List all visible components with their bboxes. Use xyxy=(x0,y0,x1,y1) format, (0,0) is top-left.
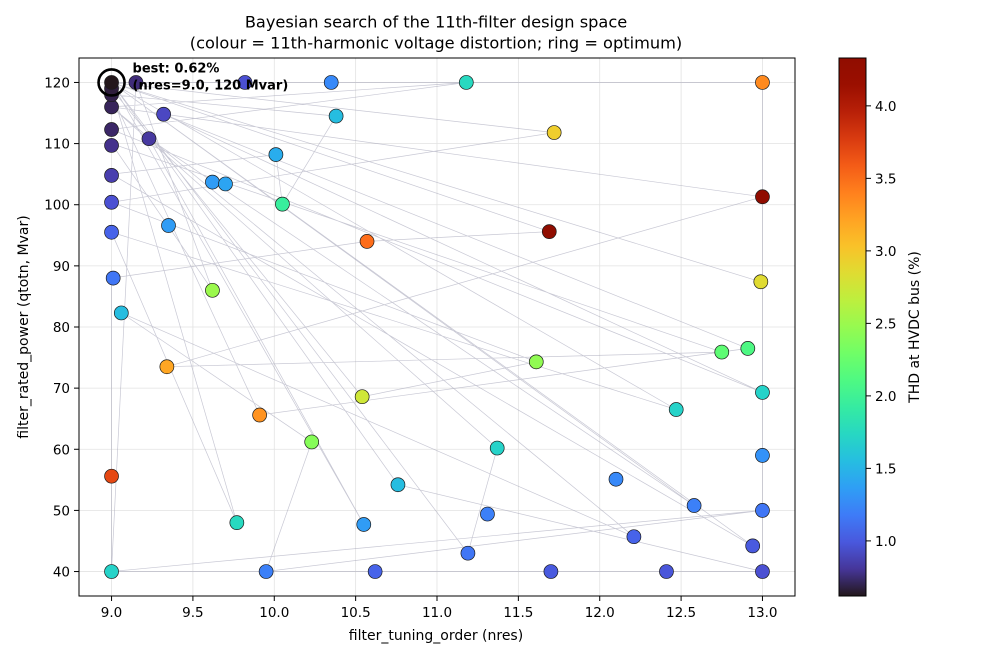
data-point xyxy=(546,125,562,140)
data-point xyxy=(159,359,175,375)
x-tick-label: 10.0 xyxy=(259,605,289,621)
y-tick-label: 80 xyxy=(53,320,70,336)
y-axis-label: filter_rated_power (qtotn, Mvar) xyxy=(16,215,32,438)
data-point xyxy=(104,194,119,210)
data-point xyxy=(390,477,406,493)
data-point xyxy=(304,434,320,450)
data-point xyxy=(755,448,770,463)
data-point xyxy=(367,564,383,579)
data-point xyxy=(252,407,267,423)
data-point xyxy=(608,471,624,487)
data-point xyxy=(218,176,233,192)
x-tick-label: 10.5 xyxy=(341,605,371,621)
data-points xyxy=(104,75,770,579)
colorbar-tick-label: 2.5 xyxy=(875,316,896,332)
data-point xyxy=(489,440,505,456)
colorbar-gradient xyxy=(838,57,867,597)
best-marker: best: 0.62% (nres=9.0, 120 Mvar) xyxy=(97,61,289,97)
data-point xyxy=(359,234,375,249)
data-point xyxy=(745,538,761,554)
colorbar-label: THD at HVDC bus (%) xyxy=(907,251,923,404)
data-point xyxy=(626,529,642,545)
best-annotation-line1: best: 0.62% xyxy=(133,61,220,76)
data-point xyxy=(105,270,121,286)
colorbar-tick-label: 1.5 xyxy=(875,461,896,477)
data-point xyxy=(328,108,344,124)
y-tick-label: 110 xyxy=(44,137,70,153)
data-point xyxy=(161,218,176,233)
data-point xyxy=(141,131,157,147)
colorbar-tick-label: 2.0 xyxy=(875,389,896,405)
y-tick-label: 90 xyxy=(53,259,70,275)
data-point xyxy=(104,168,119,183)
plot-area: best: 0.62% (nres=9.0, 120 Mvar) 9.0 9.5 1… xyxy=(44,57,796,621)
data-point xyxy=(755,564,770,579)
x-tick-label: 13.0 xyxy=(747,605,777,621)
data-point xyxy=(740,341,756,356)
data-point xyxy=(755,385,770,400)
data-point xyxy=(460,545,476,561)
y-tick-label: 70 xyxy=(53,381,70,397)
x-tick-label: 12.5 xyxy=(666,605,696,621)
x-axis-label: filter_tuning_order (nres) xyxy=(349,628,523,644)
data-point xyxy=(104,75,119,90)
data-point xyxy=(258,564,274,579)
data-point xyxy=(755,189,770,205)
data-point xyxy=(354,389,370,405)
data-point xyxy=(275,196,290,212)
data-point xyxy=(104,564,119,579)
colorbar-tick-label: 3.0 xyxy=(875,244,896,260)
y-tick-label: 50 xyxy=(53,503,70,519)
data-point xyxy=(480,506,495,522)
x-axis-ticks: 9.0 9.5 10.0 10.5 11.0 11.5 12.0 12.5 13.0 xyxy=(101,596,777,621)
data-point xyxy=(104,224,119,240)
x-tick-label: 9.5 xyxy=(182,605,203,621)
optimum-ring xyxy=(97,68,126,97)
y-tick-label: 60 xyxy=(53,442,70,458)
data-point xyxy=(668,402,684,417)
data-point xyxy=(755,75,770,90)
data-point xyxy=(205,174,220,190)
colorbar-tick-label: 3.5 xyxy=(875,171,896,187)
colorbar: 1.0 1.5 2.0 2.5 3.0 3.5 4.0 THD at HVDC bus (%… xyxy=(838,57,923,597)
data-point xyxy=(659,564,674,579)
best-annotation-line2: (nres=9.0, 120 Mvar) xyxy=(133,78,289,93)
data-point xyxy=(686,498,702,513)
data-point xyxy=(543,564,559,579)
search-path xyxy=(110,81,763,572)
data-point xyxy=(528,354,544,370)
x-tick-label: 11.5 xyxy=(503,605,533,621)
data-point xyxy=(104,138,119,153)
data-point xyxy=(268,147,284,162)
data-point xyxy=(755,503,770,518)
colorbar-tick-label: 1.0 xyxy=(875,534,896,550)
data-point xyxy=(113,305,129,321)
y-tick-label: 120 xyxy=(44,75,70,91)
data-point xyxy=(104,468,119,484)
chart-title: Bayesian search of the 11th-filter desig… xyxy=(245,13,627,32)
data-point xyxy=(356,517,372,532)
data-point xyxy=(229,515,245,530)
x-tick-label: 11.0 xyxy=(422,605,452,621)
data-point xyxy=(205,282,220,298)
data-point xyxy=(753,274,769,290)
colorbar-tick-label: 4.0 xyxy=(875,99,896,115)
y-axis-ticks: 40 50 60 70 80 90 100 110 120 xyxy=(44,75,79,581)
data-point xyxy=(128,75,144,90)
colorbar-ticks: 1.0 1.5 2.0 2.5 3.0 3.5 4.0 xyxy=(866,99,896,550)
data-point xyxy=(156,106,171,122)
data-point xyxy=(714,344,730,360)
search-path-line xyxy=(110,81,763,572)
y-tick-label: 40 xyxy=(53,565,70,581)
data-point xyxy=(541,224,557,239)
y-tick-label: 100 xyxy=(44,198,70,214)
data-point xyxy=(104,122,119,137)
data-point xyxy=(237,75,253,90)
chart-subtitle: (colour = 11th-harmonic voltage distorti… xyxy=(190,34,682,53)
x-tick-label: 12.0 xyxy=(585,605,615,621)
data-point xyxy=(323,75,339,90)
data-point xyxy=(458,75,474,90)
x-tick-label: 9.0 xyxy=(101,605,122,621)
